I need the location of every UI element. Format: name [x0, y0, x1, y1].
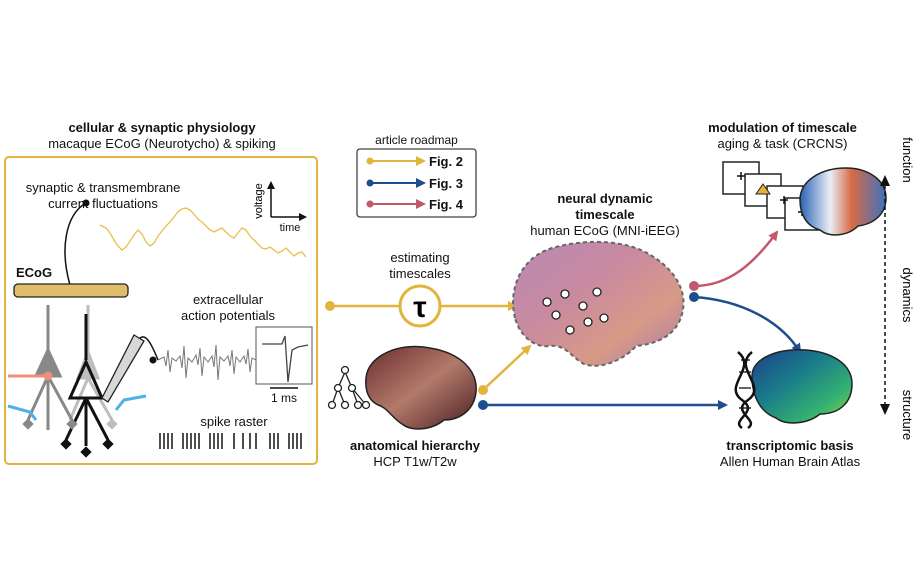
extracellular-label-line1: extracellular — [192, 292, 264, 307]
action-potential-inset — [255, 326, 313, 385]
ecog-label: ECoG — [16, 265, 53, 280]
modulation-title: modulation of timescale — [708, 120, 857, 135]
axis-function-label: function — [900, 137, 915, 183]
microelectrode-wire — [139, 336, 159, 361]
roadmap-arrow-fig3 — [366, 178, 426, 188]
axon-lightblue-left — [7, 404, 38, 421]
action-potential-waveform — [262, 335, 309, 383]
extracellular-label-line2: action potentials — [181, 308, 275, 323]
axon-lightblue-right — [114, 394, 147, 411]
anatomical-title: anatomical hierarchy — [349, 438, 481, 453]
cellular-panel-box — [4, 156, 318, 465]
spike-raster-label: spike raster — [200, 414, 268, 429]
dna-rungs — [739, 359, 751, 409]
neural-arrow-red — [693, 230, 779, 288]
dna-icon — [734, 351, 756, 430]
synaptic-label-line2: current fluctuations — [48, 196, 158, 211]
right-axis-bottom-arrow — [880, 404, 890, 415]
modulation-subtitle: aging & task (CRCNS) — [717, 136, 848, 151]
neural-subtitle: human ECoG (MNI-iEEG) — [530, 223, 680, 238]
ecog-electrode — [13, 283, 129, 298]
roadmap-arrow-fig2 — [366, 156, 426, 166]
microelectrode-wire-tip — [149, 356, 157, 364]
axis-dynamics-label: dynamics — [900, 268, 915, 323]
extracellular-trace — [157, 344, 257, 381]
synaptic-current-trace — [99, 207, 307, 258]
neural-title-line1: neural dynamic — [557, 191, 653, 206]
estimating-label-line1: estimating — [390, 250, 450, 265]
voltage-label: voltage — [253, 183, 265, 218]
anatomical-arrow-gold — [482, 344, 532, 391]
synapse-salmon — [43, 371, 53, 381]
cellular-title: cellular & synaptic physiology — [68, 120, 256, 135]
electrode-dots — [542, 287, 609, 335]
neuron-black — [64, 314, 110, 446]
roadmap-fig4-label: Fig. 4 — [429, 197, 463, 212]
neural-title-line2: timescale — [575, 207, 635, 222]
time-label: time — [279, 222, 301, 234]
tau-symbol: τ — [413, 291, 426, 324]
ecog-wire-tip — [82, 199, 90, 207]
neural-brain-surface — [512, 240, 685, 367]
synaptic-terminals — [22, 418, 118, 458]
task-triangle-icon — [755, 183, 771, 195]
anatomical-subtitle: HCP T1w/T2w — [373, 454, 457, 469]
transcriptomic-subtitle: Allen Human Brain Atlas — [719, 454, 861, 469]
neuron-gray — [26, 305, 74, 430]
roadmap-title: article roadmap — [375, 133, 458, 147]
cellular-subtitle: macaque ECoG (Neurotycho) & spiking — [48, 136, 276, 151]
roadmap-fig3-label: Fig. 3 — [429, 176, 463, 191]
modulation-brain-surface — [799, 167, 887, 236]
anatomical-brain-surface — [365, 345, 477, 430]
neuron-gray-light — [68, 305, 114, 421]
scale-bar-label: 1 ms — [270, 391, 297, 405]
neural-arrow-blue — [693, 295, 802, 354]
microelectrode — [101, 334, 145, 403]
transcriptomic-title: transcriptomic basis — [726, 438, 854, 453]
roadmap-fig2-label: Fig. 2 — [429, 154, 463, 169]
hierarchy-tree-icon — [327, 365, 371, 410]
transcriptomic-brain-surface — [751, 349, 853, 424]
ecog-wire — [64, 202, 87, 286]
roadmap-arrow-fig4 — [366, 199, 426, 209]
estimating-label-line2: timescales — [389, 266, 451, 281]
axis-structure-label: structure — [900, 390, 915, 441]
spike-raster-ticks — [159, 433, 302, 449]
right-axis-top-arrow — [880, 175, 890, 186]
synaptic-label-line1: synaptic & transmembrane — [25, 180, 181, 195]
